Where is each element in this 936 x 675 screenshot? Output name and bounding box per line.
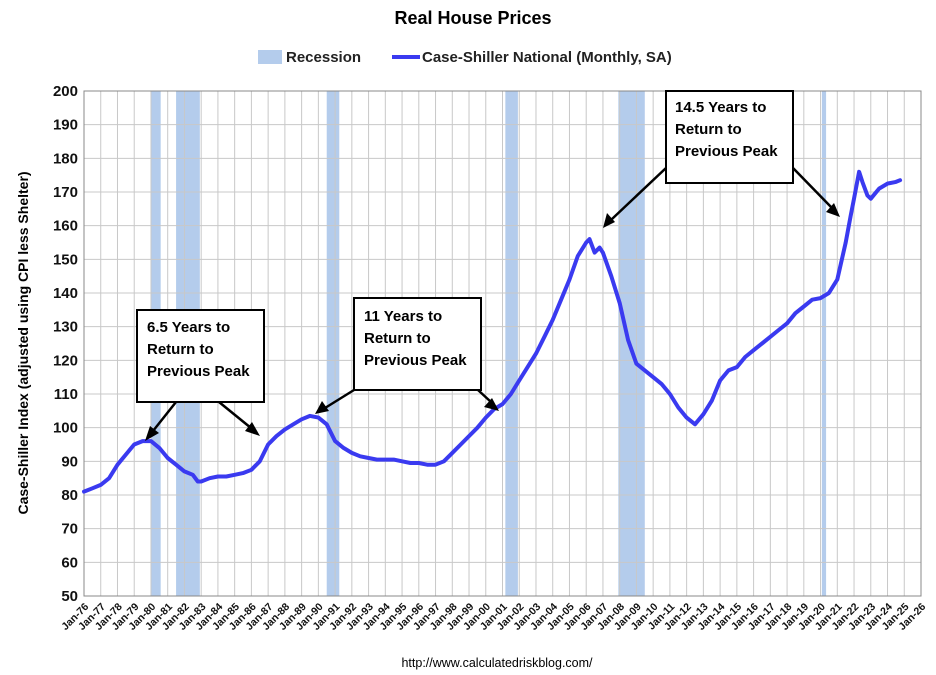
- y-axis-label: Case-Shiller Index (adjusted using CPI l…: [15, 171, 31, 514]
- annotation-line-1: 11 Years to: [364, 308, 442, 325]
- y-tick-label: 190: [53, 117, 78, 134]
- arrow-shaft: [152, 401, 177, 432]
- y-tick-label: 130: [53, 319, 78, 336]
- y-tick-label: 60: [61, 554, 78, 571]
- recession-band: [618, 91, 645, 596]
- gridlines: [83, 90, 922, 597]
- plot-frame: [83, 90, 922, 597]
- chart-title: Real House Prices: [394, 8, 551, 28]
- arrow-shaft: [477, 389, 492, 403]
- x-axis-tick-labels: Jan-76Jan-77Jan-78Jan-79Jan-80Jan-81Jan-…: [59, 601, 928, 633]
- annotation-14-5-years: 14.5 Years to Return to Previous Peak: [665, 90, 794, 184]
- arrow-head: [145, 426, 159, 441]
- annotation-box: [665, 90, 794, 184]
- case-shiller-series-line: [82, 169, 903, 494]
- y-tick-label: 160: [53, 218, 78, 235]
- y-tick-label: 170: [53, 184, 78, 201]
- y-tick-label: 80: [61, 487, 78, 504]
- y-tick-label: 100: [53, 420, 78, 437]
- annotation-line-3: Previous Peak: [364, 352, 467, 369]
- annotation-box: [353, 297, 482, 391]
- y-tick-label: 200: [53, 83, 78, 100]
- legend-recession-label: Recession: [286, 49, 361, 66]
- y-tick-label: 120: [53, 352, 78, 369]
- y-tick-label: 180: [53, 150, 78, 167]
- annotation-line-1: 6.5 Years to: [147, 319, 230, 336]
- recession-band: [821, 91, 827, 596]
- annotation-11-years: 11 Years to Return to Previous Peak: [353, 297, 482, 391]
- arrow-head: [315, 401, 329, 414]
- arrow-shaft: [792, 167, 833, 209]
- arrow-shaft: [324, 388, 355, 410]
- recession-band: [505, 91, 518, 596]
- annotation-line-2: Return to: [364, 330, 431, 347]
- arrow-head: [245, 422, 260, 436]
- legend: Recession Case-Shiller National (Monthly…: [258, 49, 672, 66]
- y-tick-label: 50: [61, 588, 78, 605]
- annotation-line-3: Previous Peak: [147, 363, 250, 380]
- annotations: 6.5 Years to Return to Previous Peak 11 …: [136, 90, 840, 441]
- y-tick-label: 150: [53, 251, 78, 268]
- source-url: http://www.calculatedriskblog.com/: [401, 656, 593, 670]
- annotation-line-3: Previous Peak: [675, 143, 778, 160]
- arrow-shaft: [218, 401, 252, 429]
- y-tick-label: 140: [53, 285, 78, 302]
- legend-series-label: Case-Shiller National (Monthly, SA): [422, 49, 672, 66]
- arrow-shaft: [611, 167, 667, 220]
- y-tick-label: 90: [61, 453, 78, 470]
- annotation-line-2: Return to: [675, 121, 742, 138]
- y-axis-tick-labels: 50 60 70 80 90 100 110 120 130 140 150 160 170 180 190…: [53, 83, 78, 605]
- arrow-head: [826, 203, 840, 217]
- recession-band: [326, 91, 340, 596]
- annotation-arrows: [145, 167, 840, 441]
- annotation-box: [136, 309, 265, 403]
- annotation-line-1: 14.5 Years to: [675, 99, 766, 116]
- legend-recession-swatch: [258, 50, 282, 64]
- y-tick-label: 70: [61, 521, 78, 538]
- y-tick-label: 110: [54, 386, 78, 403]
- arrow-head: [484, 398, 499, 411]
- annotation-6-5-years: 6.5 Years to Return to Previous Peak: [136, 309, 265, 403]
- annotation-line-2: Return to: [147, 341, 214, 358]
- arrow-head: [603, 213, 615, 228]
